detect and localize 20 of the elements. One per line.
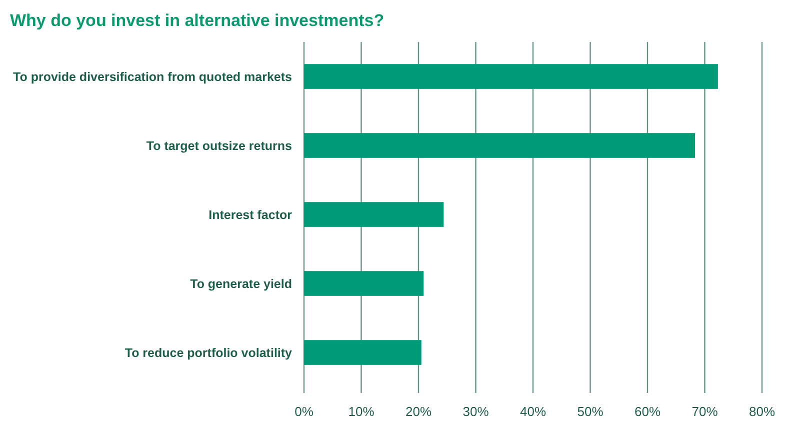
x-tick-label: 80%	[748, 404, 776, 419]
x-tick-label: 20%	[405, 404, 432, 419]
x-tick-label: 70%	[692, 404, 718, 419]
x-tick-label: 30%	[462, 404, 490, 419]
y-tick-label: To target outsize returns	[146, 138, 292, 153]
y-tick-label: To generate yield	[190, 276, 292, 291]
x-tick-label: 0%	[294, 404, 314, 419]
x-tick-label: 10%	[348, 404, 375, 419]
x-tick-label: 60%	[634, 404, 661, 419]
bar	[304, 202, 444, 227]
x-tick-label: 50%	[577, 404, 604, 419]
y-tick-label: Interest factor	[208, 208, 292, 222]
bar	[304, 271, 424, 296]
bar	[304, 64, 718, 89]
bar	[304, 133, 696, 158]
y-tick-label: To provide diversification from quoted markets	[13, 70, 292, 84]
bar	[304, 340, 422, 365]
y-tick-label: To reduce portfolio volatility	[124, 346, 292, 360]
x-tick-label: 40%	[520, 404, 546, 419]
chart-title: Why do you invest in alternative investments?	[10, 11, 384, 30]
